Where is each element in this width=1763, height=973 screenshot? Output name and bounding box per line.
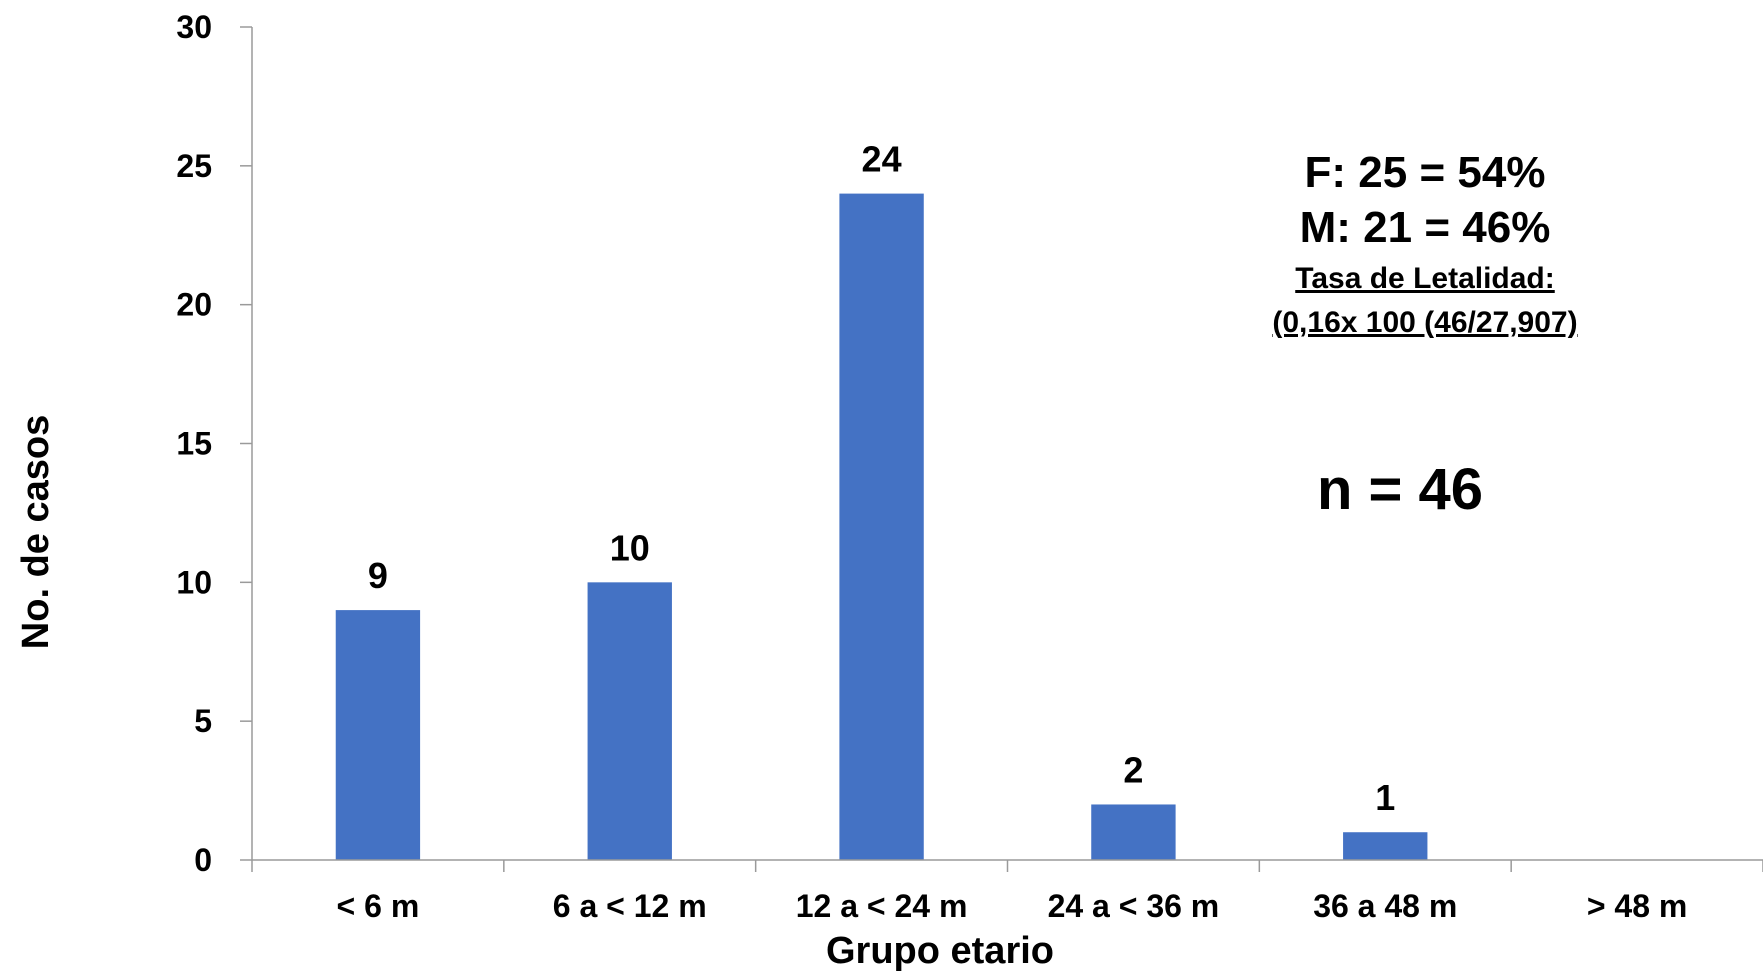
y-tick-label: 25 <box>176 148 212 184</box>
female-stat: F: 25 = 54% <box>1304 148 1546 197</box>
x-tick-label: 6 a < 12 m <box>553 888 707 924</box>
y-tick-label: 30 <box>176 9 212 45</box>
x-tick-label: < 6 m <box>337 888 420 924</box>
bar <box>1343 832 1428 860</box>
x-axis-title: Grupo etario <box>826 930 1054 972</box>
n-total: n = 46 <box>1316 457 1484 522</box>
lethality-title: Tasa de Letalidad: <box>1295 262 1555 295</box>
male-stat: M: 21 = 46% <box>1299 203 1551 252</box>
y-tick-label: 5 <box>194 703 212 739</box>
x-tick-label: > 48 m <box>1587 888 1688 924</box>
y-axis-ticks: 0 5 10 15 20 25 30 <box>176 9 252 878</box>
bar <box>1091 804 1176 860</box>
x-tick-label: 24 a < 36 m <box>1048 888 1220 924</box>
data-label: 10 <box>610 527 650 568</box>
y-tick-label: 20 <box>176 287 212 323</box>
x-tick-label: 12 a < 24 m <box>796 888 968 924</box>
y-tick-label: 0 <box>194 842 212 878</box>
data-label: 9 <box>368 555 388 596</box>
bar <box>587 582 672 860</box>
data-label: 24 <box>862 139 902 180</box>
bars <box>335 193 1428 861</box>
bar <box>335 610 421 860</box>
x-axis-ticks: < 6 m 6 a < 12 m 12 a < 24 m 24 a < 36 m 36 … <box>251 860 1763 924</box>
bar <box>839 193 924 861</box>
x-tick-label: 36 a 48 m <box>1313 888 1457 924</box>
lethality-value: (0,16x 100 (46/27,907) <box>1272 306 1578 339</box>
data-label: 2 <box>1123 749 1143 790</box>
y-tick-label: 15 <box>176 426 212 462</box>
y-axis-title: No. de casos <box>15 415 57 649</box>
data-labels: 9 10 24 2 1 <box>368 139 1395 819</box>
y-tick-label: 10 <box>176 564 212 600</box>
data-label: 1 <box>1375 777 1395 818</box>
